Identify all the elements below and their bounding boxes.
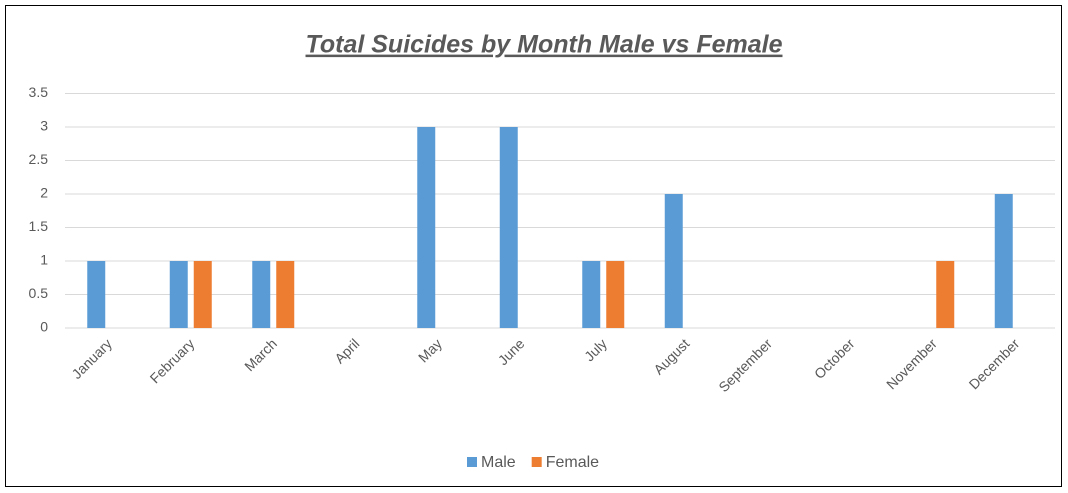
bar xyxy=(252,261,271,328)
y-tick-label: 0 xyxy=(40,319,48,335)
y-tick-label: 0.5 xyxy=(29,285,49,301)
bar xyxy=(936,261,955,328)
y-tick-label: 3.5 xyxy=(29,84,49,100)
bar xyxy=(606,261,625,328)
y-tick-label: 2 xyxy=(40,185,48,201)
bar xyxy=(499,127,518,328)
legend-swatch xyxy=(467,457,477,467)
bar xyxy=(87,261,106,328)
legend-label: Male xyxy=(481,454,516,471)
y-tick-label: 2.5 xyxy=(29,151,49,167)
y-tick-label: 1.5 xyxy=(29,218,49,234)
bar xyxy=(994,194,1013,328)
bar xyxy=(276,261,295,328)
y-tick-label: 1 xyxy=(40,252,48,268)
legend-swatch xyxy=(531,457,542,467)
bar xyxy=(193,261,212,328)
bar xyxy=(169,261,188,328)
legend-label: Female xyxy=(546,454,599,471)
y-tick-label: 3 xyxy=(40,118,48,134)
chart-border xyxy=(5,5,1062,487)
bar xyxy=(417,127,436,328)
bar xyxy=(664,194,683,328)
bar xyxy=(582,261,601,328)
chart-title: Total Suicides by Month Male vs Female xyxy=(306,31,783,59)
